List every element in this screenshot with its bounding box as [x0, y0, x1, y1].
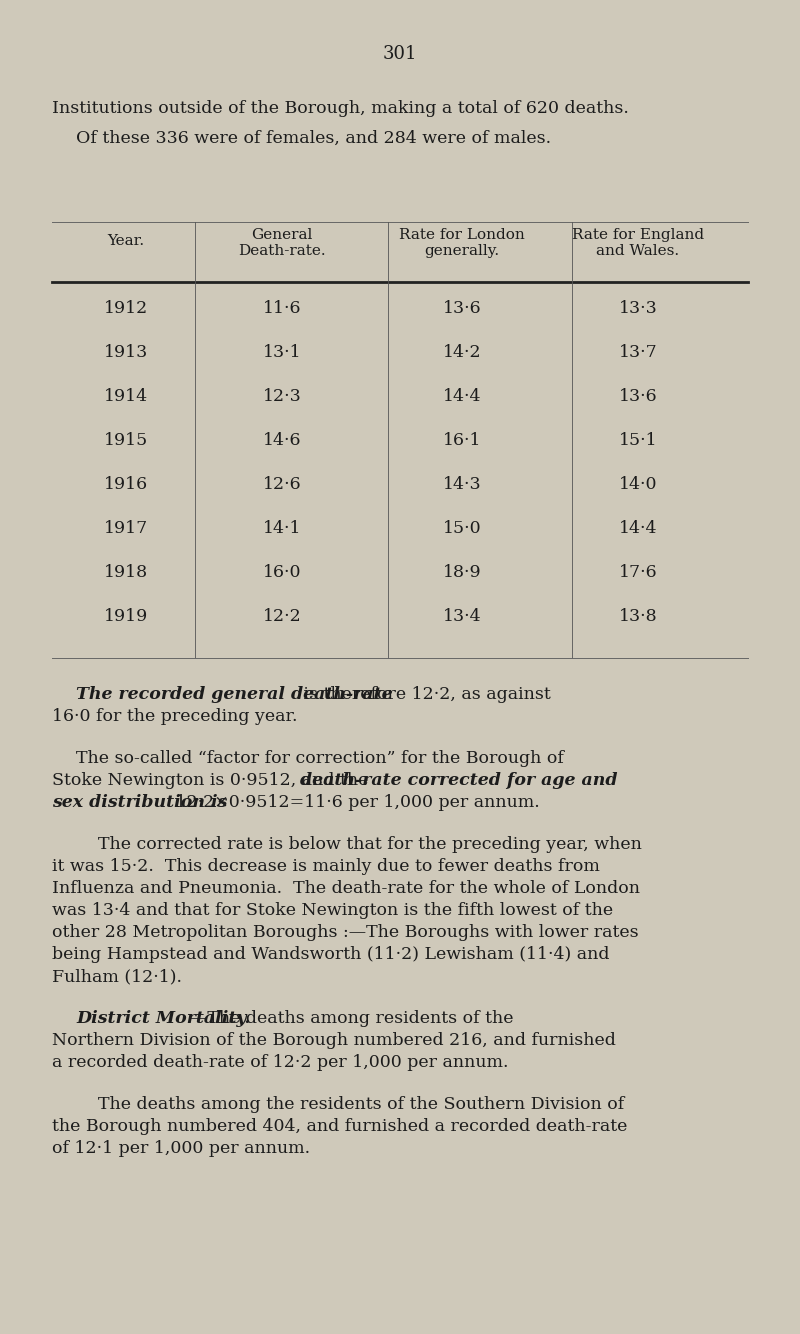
- Text: 1914: 1914: [104, 388, 148, 406]
- Text: 13·4: 13·4: [442, 608, 482, 626]
- Text: 13·1: 13·1: [262, 344, 302, 362]
- Text: being Hampstead and Wandsworth (11·2) Lewisham (11·4) and: being Hampstead and Wandsworth (11·2) Le…: [52, 946, 610, 963]
- Text: 14·4: 14·4: [442, 388, 482, 406]
- Text: 1917: 1917: [104, 520, 148, 538]
- Text: 16·0: 16·0: [262, 564, 302, 582]
- Text: 1916: 1916: [104, 476, 148, 494]
- Text: The deaths among the residents of the Southern Division of: The deaths among the residents of the So…: [76, 1097, 624, 1113]
- Text: 16·0 for the preceding year.: 16·0 for the preceding year.: [52, 708, 298, 724]
- Text: District Mortality.: District Mortality.: [76, 1010, 250, 1027]
- Text: 18·9: 18·9: [442, 564, 482, 582]
- Text: was 13·4 and that for Stoke Newington is the fifth lowest of the: was 13·4 and that for Stoke Newington is…: [52, 902, 613, 919]
- Text: 14·2: 14·2: [442, 344, 482, 362]
- Text: 15·0: 15·0: [442, 520, 482, 538]
- Text: 13·8: 13·8: [618, 608, 658, 626]
- Text: 12·6: 12·6: [262, 476, 302, 494]
- Text: it was 15·2.  This decrease is mainly due to fewer deaths from: it was 15·2. This decrease is mainly due…: [52, 858, 600, 875]
- Text: 12·2×0·9512=11·6 per 1,000 per annum.: 12·2×0·9512=11·6 per 1,000 per annum.: [170, 794, 540, 811]
- Text: The recorded general death-rate: The recorded general death-rate: [76, 686, 393, 703]
- Text: 14·4: 14·4: [618, 520, 658, 538]
- Text: 17·6: 17·6: [618, 564, 658, 582]
- Text: 14·6: 14·6: [262, 432, 302, 450]
- Text: 12·3: 12·3: [262, 388, 302, 406]
- Text: death-rate corrected for age and: death-rate corrected for age and: [300, 772, 618, 788]
- Text: is therefore 12·2, as against: is therefore 12·2, as against: [298, 686, 550, 703]
- Text: 1912: 1912: [104, 300, 148, 317]
- Text: 1918: 1918: [104, 564, 148, 582]
- Text: Influenza and Pneumonia.  The death-rate for the whole of London: Influenza and Pneumonia. The death-rate …: [52, 880, 640, 896]
- Text: 14·1: 14·1: [262, 520, 302, 538]
- Text: Rate for London
generally.: Rate for London generally.: [399, 228, 525, 259]
- Text: Institutions outside of the Borough, making a total of 620 deaths.: Institutions outside of the Borough, mak…: [52, 100, 629, 117]
- Text: 13·6: 13·6: [442, 300, 482, 317]
- Text: Year.: Year.: [107, 233, 145, 248]
- Text: The corrected rate is below that for the preceding year, when: The corrected rate is below that for the…: [76, 836, 642, 852]
- Text: 1913: 1913: [104, 344, 148, 362]
- Text: 301: 301: [382, 45, 418, 63]
- Text: General
Death-rate.: General Death-rate.: [238, 228, 326, 259]
- Text: Fulham (12·1).: Fulham (12·1).: [52, 968, 182, 984]
- Text: Of these 336 were of females, and 284 were of males.: Of these 336 were of females, and 284 we…: [76, 129, 551, 147]
- Text: 14·3: 14·3: [442, 476, 482, 494]
- Text: 13·3: 13·3: [618, 300, 658, 317]
- Text: 1919: 1919: [104, 608, 148, 626]
- Text: the Borough numbered 404, and furnished a recorded death-rate: the Borough numbered 404, and furnished …: [52, 1118, 627, 1135]
- Text: other 28 Metropolitan Boroughs :—The Boroughs with lower rates: other 28 Metropolitan Boroughs :—The Bor…: [52, 924, 638, 940]
- Text: 13·6: 13·6: [618, 388, 658, 406]
- Text: 13·7: 13·7: [618, 344, 658, 362]
- Text: 15·1: 15·1: [618, 432, 658, 450]
- Text: The so-called “factor for correction” for the Borough of: The so-called “factor for correction” fo…: [76, 750, 564, 767]
- Text: 11·6: 11·6: [262, 300, 302, 317]
- Text: —The deaths among residents of the: —The deaths among residents of the: [190, 1010, 514, 1027]
- Text: a recorded death-rate of 12·2 per 1,000 per annum.: a recorded death-rate of 12·2 per 1,000 …: [52, 1054, 509, 1071]
- Text: Rate for England
and Wales.: Rate for England and Wales.: [572, 228, 704, 259]
- Text: sex distribution is: sex distribution is: [52, 794, 227, 811]
- Text: 1915: 1915: [104, 432, 148, 450]
- Text: 16·1: 16·1: [442, 432, 482, 450]
- Text: Northern Division of the Borough numbered 216, and furnished: Northern Division of the Borough numbere…: [52, 1033, 616, 1049]
- Text: Stoke Newington is 0·9512, and the: Stoke Newington is 0·9512, and the: [52, 772, 374, 788]
- Text: 12·2: 12·2: [262, 608, 302, 626]
- Text: 14·0: 14·0: [618, 476, 658, 494]
- Text: of 12·1 per 1,000 per annum.: of 12·1 per 1,000 per annum.: [52, 1141, 310, 1157]
